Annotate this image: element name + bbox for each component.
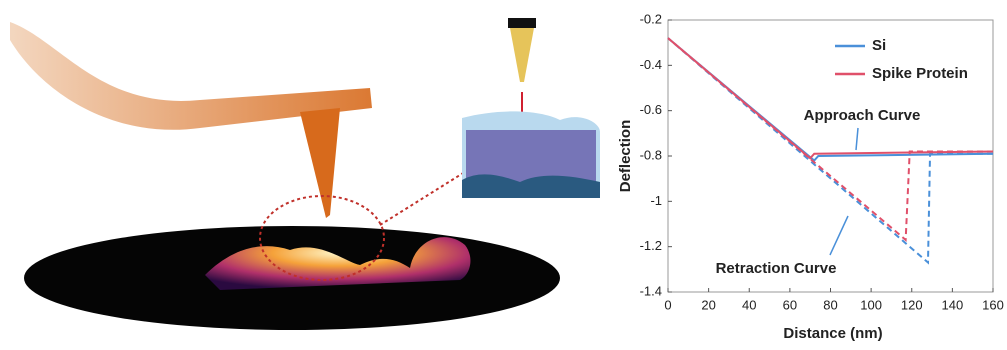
legend-label: Si xyxy=(872,37,886,54)
chart: Distance (nm) Deflection Approach Curve … xyxy=(617,11,1004,342)
y-tick-label: -0.4 xyxy=(640,57,662,72)
curve-retraction xyxy=(667,37,993,265)
x-tick-label: 60 xyxy=(783,297,797,312)
x-tick-label: 160 xyxy=(982,297,1004,312)
x-tick-label: 100 xyxy=(860,297,882,312)
curve-retraction xyxy=(667,37,993,242)
afm-illustration xyxy=(10,18,600,330)
y-tick-label: -0.8 xyxy=(640,147,662,162)
y-tick-label: -1.2 xyxy=(640,238,662,253)
annotation-arrow xyxy=(829,215,849,256)
x-tick-label: 40 xyxy=(742,297,756,312)
x-tick-label: 0 xyxy=(664,297,671,312)
y-tick-label: -0.6 xyxy=(640,102,662,117)
curve-approach xyxy=(667,37,994,162)
x-tick-label: 120 xyxy=(901,297,923,312)
y-axis-label: Deflection xyxy=(617,120,634,193)
annotation-arrow xyxy=(855,127,859,151)
x-tick-label: 140 xyxy=(942,297,964,312)
y-tick-label: -1.4 xyxy=(640,283,662,298)
y-tick-label: -1 xyxy=(650,193,662,208)
legend-label: Spike Protein xyxy=(872,65,968,82)
annotation: Retraction Curve xyxy=(716,260,837,277)
annotation: Approach Curve xyxy=(804,107,921,124)
x-tick-label: 80 xyxy=(823,297,837,312)
x-tick-label: 20 xyxy=(701,297,715,312)
x-axis-label: Distance (nm) xyxy=(783,325,882,342)
curve-approach xyxy=(667,37,994,160)
y-tick-label: -0.2 xyxy=(640,11,662,26)
